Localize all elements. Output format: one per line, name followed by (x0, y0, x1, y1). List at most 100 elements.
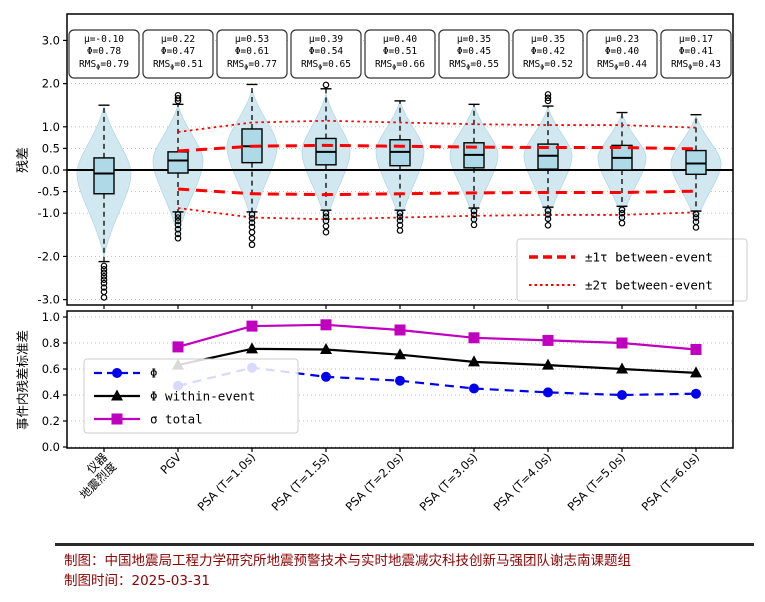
outlier-point (322, 222, 330, 230)
outlier-point (322, 213, 330, 220)
svg-text:μ=0.17: μ=0.17 (679, 34, 713, 45)
outlier-point (100, 269, 108, 277)
svg-text:Φ=0.47: Φ=0.47 (161, 46, 195, 57)
svg-text:RMSΦ=0.44: RMSΦ=0.44 (597, 59, 647, 72)
svg-text:0.4: 0.4 (42, 388, 60, 402)
footer-divider (55, 543, 754, 546)
outlier-point (470, 221, 478, 229)
x-tick-label: PSA (T=6.0s) (639, 450, 703, 514)
date-line: 制图时间：2025-03-31 (64, 573, 210, 589)
svg-text:Φ=0.42: Φ=0.42 (531, 46, 565, 57)
outlier-point (174, 211, 182, 218)
outlier-point (248, 215, 256, 222)
svg-text:RMSΦ=0.51: RMSΦ=0.51 (153, 59, 203, 72)
top-y-axis-label: 残差 (16, 147, 31, 173)
outlier-point (544, 91, 552, 98)
x-tick-label: PSA (T=4.0s) (491, 450, 555, 514)
outlier-point (544, 215, 552, 223)
svg-text:3.0: 3.0 (42, 33, 60, 47)
outlier-point (174, 221, 182, 229)
outlier-point (692, 224, 700, 231)
outlier-point (248, 219, 256, 227)
outlier-point (618, 209, 626, 217)
tau1-line (177, 143, 697, 153)
svg-text:-1.0: -1.0 (38, 206, 60, 220)
box (167, 151, 189, 174)
outlier-point (396, 209, 404, 217)
outlier-point (100, 276, 108, 284)
svg-text:RMSΦ=0.79: RMSΦ=0.79 (79, 59, 129, 72)
outlier-point (396, 227, 404, 234)
outlier-point (544, 207, 552, 214)
outlier-point (174, 230, 182, 238)
outlier-point (248, 241, 256, 249)
x-tick-label: PSA (T=3.0s) (417, 450, 481, 514)
outlier-point (544, 94, 552, 102)
svg-text:μ=0.53: μ=0.53 (235, 34, 269, 45)
bottom-y-axis-label: 事件内残差标准差 (15, 330, 30, 430)
svg-text:±1τ between-event: ±1τ between-event (585, 250, 713, 265)
svg-text:RMSΦ=0.55: RMSΦ=0.55 (449, 59, 499, 72)
svg-text:RMSΦ=0.77: RMSΦ=0.77 (227, 59, 277, 72)
svg-text:Φ=0.78: Φ=0.78 (87, 46, 122, 57)
outlier-point (100, 262, 108, 270)
stats-annotation: μ=0.53Φ=0.61 RMSΦ=0.77 (216, 29, 288, 79)
box (93, 157, 115, 195)
svg-text:μ=0.35: μ=0.35 (531, 34, 565, 45)
outlier-point (322, 209, 330, 217)
stats-annotation: μ=0.40Φ=0.51 RMSΦ=0.66 (364, 29, 436, 79)
x-tick-label: PGV (157, 450, 184, 477)
stats-annotation: μ=-0.10Φ=0.78 RMSΦ=0.79 (68, 29, 140, 79)
box (685, 149, 707, 176)
stats-annotation: μ=0.35Φ=0.42 RMSΦ=0.52 (512, 29, 584, 79)
svg-text:RMSΦ=0.43: RMSΦ=0.43 (671, 59, 721, 72)
series-line-square (177, 323, 697, 351)
svg-text:Φ=0.45: Φ=0.45 (457, 46, 491, 57)
outlier-point (544, 211, 552, 218)
outlier-point (470, 211, 478, 219)
outlier-point (248, 234, 256, 242)
svg-text:RMSΦ=0.65: RMSΦ=0.65 (301, 59, 351, 72)
bottom-legend: Φ Φ within-event σ total (83, 358, 299, 434)
outlier-point (174, 217, 182, 225)
svg-text:0.2: 0.2 (42, 414, 60, 428)
svg-text:0.8: 0.8 (42, 336, 60, 350)
outlier-point (100, 284, 108, 291)
svg-text:Φ=0.54: Φ=0.54 (309, 46, 344, 57)
svg-text:Φ within-event: Φ within-event (150, 389, 255, 404)
outlier-point (248, 211, 256, 218)
outlier-point (100, 272, 108, 280)
outlier-point (174, 234, 182, 242)
outlier-point (322, 81, 330, 89)
credit-line: 制图：中国地震局工程力学研究所地震预警技术与实时地震减灾科技创新马强团队谢志南课… (64, 553, 631, 569)
svg-text:-0.5: -0.5 (38, 185, 60, 199)
svg-text:0.0: 0.0 (42, 440, 60, 454)
outlier-point (174, 214, 182, 221)
outlier-point (100, 294, 108, 301)
svg-text:Φ=0.61: Φ=0.61 (235, 46, 270, 57)
outlier-point (470, 207, 478, 215)
svg-text:μ=0.23: μ=0.23 (605, 34, 639, 45)
x-tick-label: 仪器地震烈度 (68, 450, 120, 502)
series-line-circle (177, 366, 697, 397)
svg-text:-2.0: -2.0 (38, 249, 60, 263)
svg-text:Φ=0.41: Φ=0.41 (679, 46, 714, 57)
tau1-line (177, 187, 697, 197)
svg-text:μ=-0.10: μ=-0.10 (84, 34, 124, 45)
tau2-line (177, 119, 697, 133)
stats-annotation: μ=0.22Φ=0.47 RMSΦ=0.51 (142, 29, 214, 79)
svg-text:2.0: 2.0 (42, 77, 60, 91)
stats-annotation: μ=0.35Φ=0.45 RMSΦ=0.55 (438, 29, 510, 79)
outlier-point (692, 214, 700, 221)
svg-text:RMSΦ=0.66: RMSΦ=0.66 (375, 59, 425, 72)
stats-annotation: μ=0.39Φ=0.54 RMSΦ=0.65 (290, 29, 362, 79)
outlier-point (100, 279, 108, 287)
svg-text:Φ=0.40: Φ=0.40 (605, 46, 640, 57)
svg-text:-3.0: -3.0 (38, 293, 60, 307)
svg-text:0.0: 0.0 (42, 163, 60, 177)
outlier-point (618, 219, 626, 227)
tau2-line (177, 207, 697, 221)
outlier-point (692, 210, 700, 218)
outlier-point (544, 221, 552, 229)
